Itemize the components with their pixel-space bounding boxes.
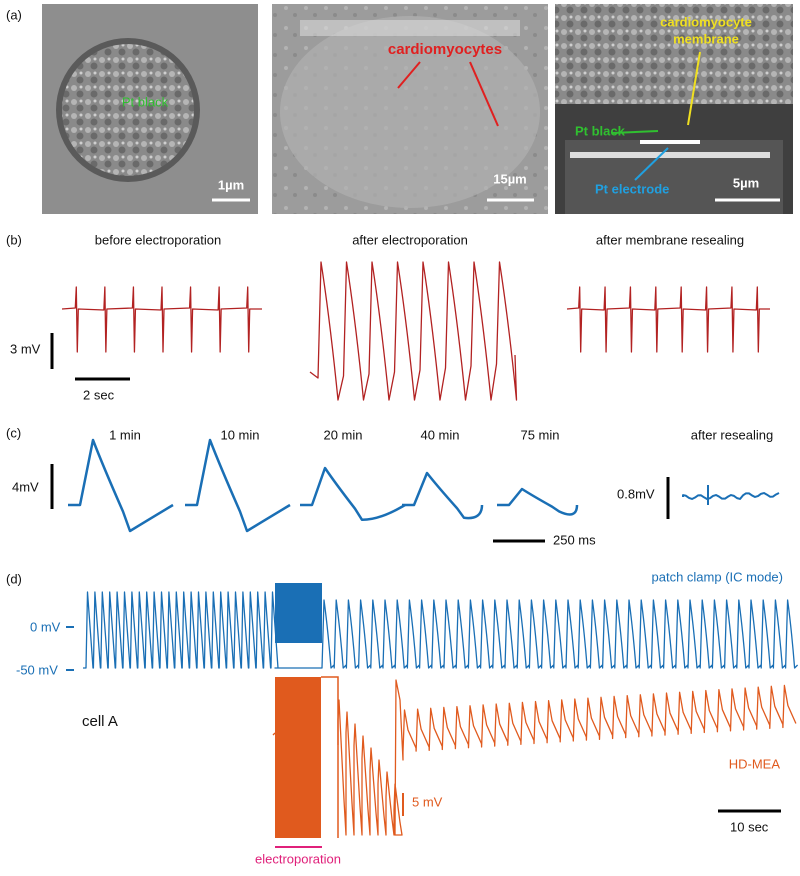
trace-label: patch clamp (IC mode) [652,569,784,584]
label: Pt electrode [595,181,669,196]
trace-title: after membrane resealing [596,232,744,247]
label: cardiomyocyte [660,14,752,29]
trace [185,438,291,533]
trace-label: HD-MEA [729,756,781,771]
label: membrane [673,31,739,46]
trace [497,487,579,516]
cell-label: cell A [82,713,118,730]
trace-title: 1 min [109,427,141,442]
trace-title: after resealing [691,427,773,442]
trace-title: 20 min [323,427,362,442]
panel-label: (c) [6,425,21,440]
trace [83,591,799,669]
trace [309,261,518,401]
panel-label: (a) [6,7,22,22]
scale-label: 250 ms [553,532,596,547]
label: cardiomyocytes [388,41,502,58]
stimulus-artifact [321,676,339,838]
sem-image-1 [42,4,258,214]
scale-label: 3 mV [10,341,41,356]
scale-label: 5 mV [412,794,443,809]
trace [68,438,174,533]
panel-label: (b) [6,232,22,247]
scale-label: 0.8mV [617,486,655,501]
trace-title: 10 min [220,427,259,442]
panel-label: (d) [6,571,22,586]
scale-label: 4mV [12,479,39,494]
trace-title: before electroporation [95,232,221,247]
label: Pt black [122,94,169,109]
level-label: -50 mV [16,662,58,677]
stimulus-artifact [275,677,321,838]
scale-bar-label: 15µm [493,171,527,186]
trace [402,471,484,520]
trace [566,286,770,353]
trace [682,492,780,500]
trace-title: 40 min [420,427,459,442]
scale-label: 2 sec [83,387,115,402]
level-label: 0 mV [30,619,61,634]
trace-title: after electroporation [352,232,468,247]
trace [272,732,276,736]
trace [61,286,262,353]
sem-image-3 [555,4,793,214]
trace-title: 75 min [520,427,559,442]
scale-bar-label: 1µm [218,177,244,192]
sem-image-2 [272,4,548,214]
burst [275,583,322,643]
scale-bar-label: 5µm [733,175,759,190]
trace [300,466,406,522]
label: Pt black [575,123,626,138]
stimulus-label: electroporation [255,851,341,866]
scale-label: 10 sec [730,819,769,834]
trace [337,679,797,836]
